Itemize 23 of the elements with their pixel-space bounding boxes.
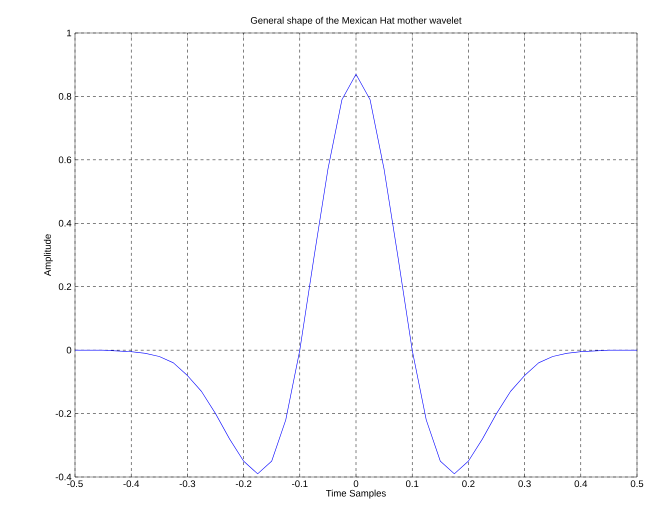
x-tick-label: -0.3 — [180, 480, 196, 488]
x-tick-label: 0.1 — [406, 480, 418, 488]
x-tick-label: 0.4 — [574, 480, 588, 488]
y-tick-label: 0.6 — [58, 156, 72, 164]
x-tick-label: -0.1 — [292, 480, 308, 488]
y-tick-label: 0.2 — [58, 283, 72, 290]
x-tick-label: 0.2 — [462, 480, 475, 488]
y-tick-label: -0.2 — [56, 410, 72, 417]
x-tick-label: -0.2 — [236, 480, 252, 488]
x-tick-label: 0.3 — [518, 480, 531, 488]
y-tick-label: 0.8 — [58, 93, 72, 100]
chart-title: General shape of the Mexican Hat mother wavelet — [250, 16, 462, 26]
x-tick-label: -0.5 — [67, 480, 83, 488]
y-tick-label: 0.4 — [58, 220, 72, 227]
x-tick-label: 0.5 — [630, 480, 644, 488]
x-tick-label: 0 — [354, 480, 358, 488]
y-axis-title: Amplitude — [44, 234, 53, 276]
y-tick-label: 0 — [66, 346, 72, 354]
x-axis-title: Time Samples — [326, 490, 386, 498]
line-series — [75, 74, 638, 474]
x-tick-label: -0.4 — [123, 480, 140, 488]
y-tick-label: 1 — [67, 30, 72, 36]
y-tick-label: -0.4 — [56, 474, 72, 480]
